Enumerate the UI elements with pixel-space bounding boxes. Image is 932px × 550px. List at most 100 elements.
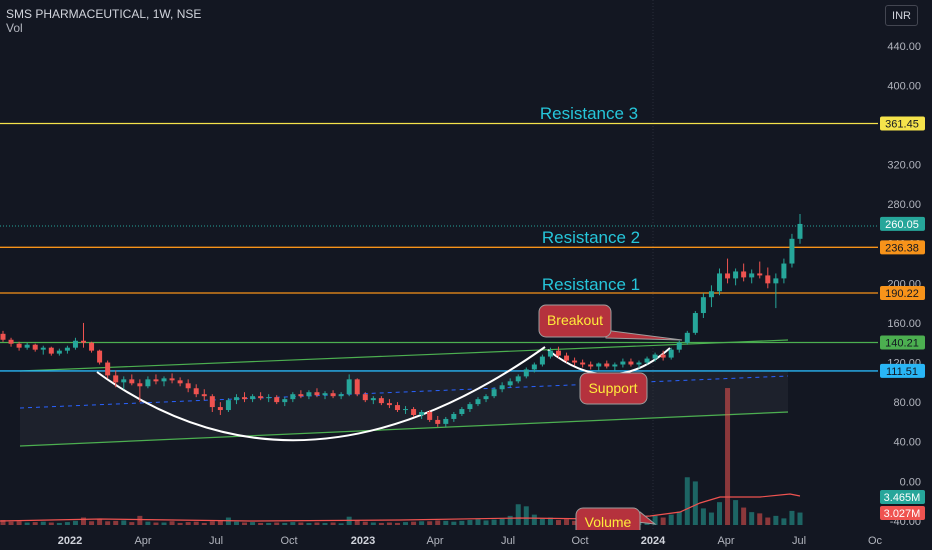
volume-bar [419,521,425,525]
candle-body [306,392,312,397]
time-axis-background [0,530,932,550]
candle-body [733,271,739,279]
volume-bar [32,522,38,525]
volume-bar [48,522,54,525]
symbol-title[interactable]: SMS PHARMACEUTICAL, 1W, NSE [6,7,202,21]
volume-tag-2: 3.027M [884,508,921,520]
volume-bar [725,388,731,525]
candle-body [475,399,481,405]
volume-bar [233,521,239,525]
candle-body [105,362,111,376]
candle-body [193,388,199,395]
candle-body [129,379,135,384]
candle-body [16,343,22,348]
resistance1-label: Resistance 1 [542,275,640,294]
candle-body [97,350,103,363]
price-tick-label: 40.00 [893,437,921,449]
support-callout[interactable]: Support [579,372,648,405]
volume-bar [749,512,755,525]
volume-bar [491,519,497,525]
candle-body [676,342,682,350]
currency-button[interactable]: INR [885,5,918,26]
volume-bar [145,521,151,525]
volume-bar [499,518,505,525]
candle-body [765,275,771,284]
candle-body [741,271,747,278]
volume-bar [250,522,256,525]
volume-bar [362,521,368,525]
candle-body [539,356,545,365]
candle-body [580,362,586,365]
volume-bar [153,522,159,525]
candle-body [32,344,38,350]
candle-body [225,400,231,411]
volume-bar [16,521,22,525]
volume-bar [652,515,658,525]
volume-bar [72,520,78,525]
level-price-tag-1: 236.38 [885,242,919,254]
volume-bar [258,522,264,525]
volume-bar [475,519,481,525]
time-tick-label: Oct [280,535,297,547]
candle-body [40,347,46,350]
candle-body [64,347,70,351]
volume-bar [338,523,344,525]
volume-bar [789,510,795,525]
candle-body [588,364,594,367]
channel-bottom-line [19,411,789,447]
candle-body [572,360,578,363]
breakout-box [538,304,612,338]
candle-body [749,273,755,278]
candle-body [145,379,151,387]
candle-body [628,361,634,365]
volume-bar [757,513,763,525]
volume-indicator-label[interactable]: Vol [6,21,23,35]
price-tick-label: 320.00 [887,160,921,172]
time-axis[interactable]: 2022 Apr Jul Oct 2023 Apr Jul Oct 2024 Apr Jul Oc [58,535,883,547]
price-tick-label: 160.00 [887,318,921,330]
candle-body [467,404,473,410]
candle-body [121,379,127,383]
volume-bar [242,522,248,525]
volume-bar [113,520,119,525]
volume-bar [773,515,779,525]
volume-bar [290,522,296,525]
volume-bar [314,522,320,525]
volume-bar [700,508,706,525]
volume-bar [386,522,392,525]
candle-body [507,381,513,386]
volume-bar [467,520,473,525]
cup-curve [96,346,546,442]
candle-body [700,297,706,314]
candle-body [314,392,320,396]
candle-body [153,379,159,382]
price-tick-label: 400.00 [887,80,921,92]
candle-body [370,398,376,401]
breakout-callout[interactable]: Breakout [538,304,683,341]
volume-bar [716,502,722,525]
volume-bar [306,522,312,525]
candle-body [185,383,191,389]
resistance3-label: Resistance 3 [540,104,638,123]
candle-body [660,354,666,358]
candle-body [531,364,537,370]
breakout-text: Breakout [547,312,603,328]
volume-bar [523,506,529,525]
candle-body [435,419,441,424]
volume-bar [547,517,553,525]
candle-body [209,396,215,408]
volume-bar [459,520,465,525]
time-tick-label: 2023 [351,535,375,547]
volume-bar [443,520,449,525]
volume-bar [40,521,46,525]
volume-bar [201,522,207,525]
candle-body [555,350,561,356]
candle-body [161,378,167,382]
time-tick-label: Apr [426,535,443,547]
volume-bar [177,522,183,525]
level-price-tag-0: 361.45 [885,119,919,131]
candle-body [217,407,223,411]
volume-bar [539,518,545,525]
candle-body [668,349,674,358]
